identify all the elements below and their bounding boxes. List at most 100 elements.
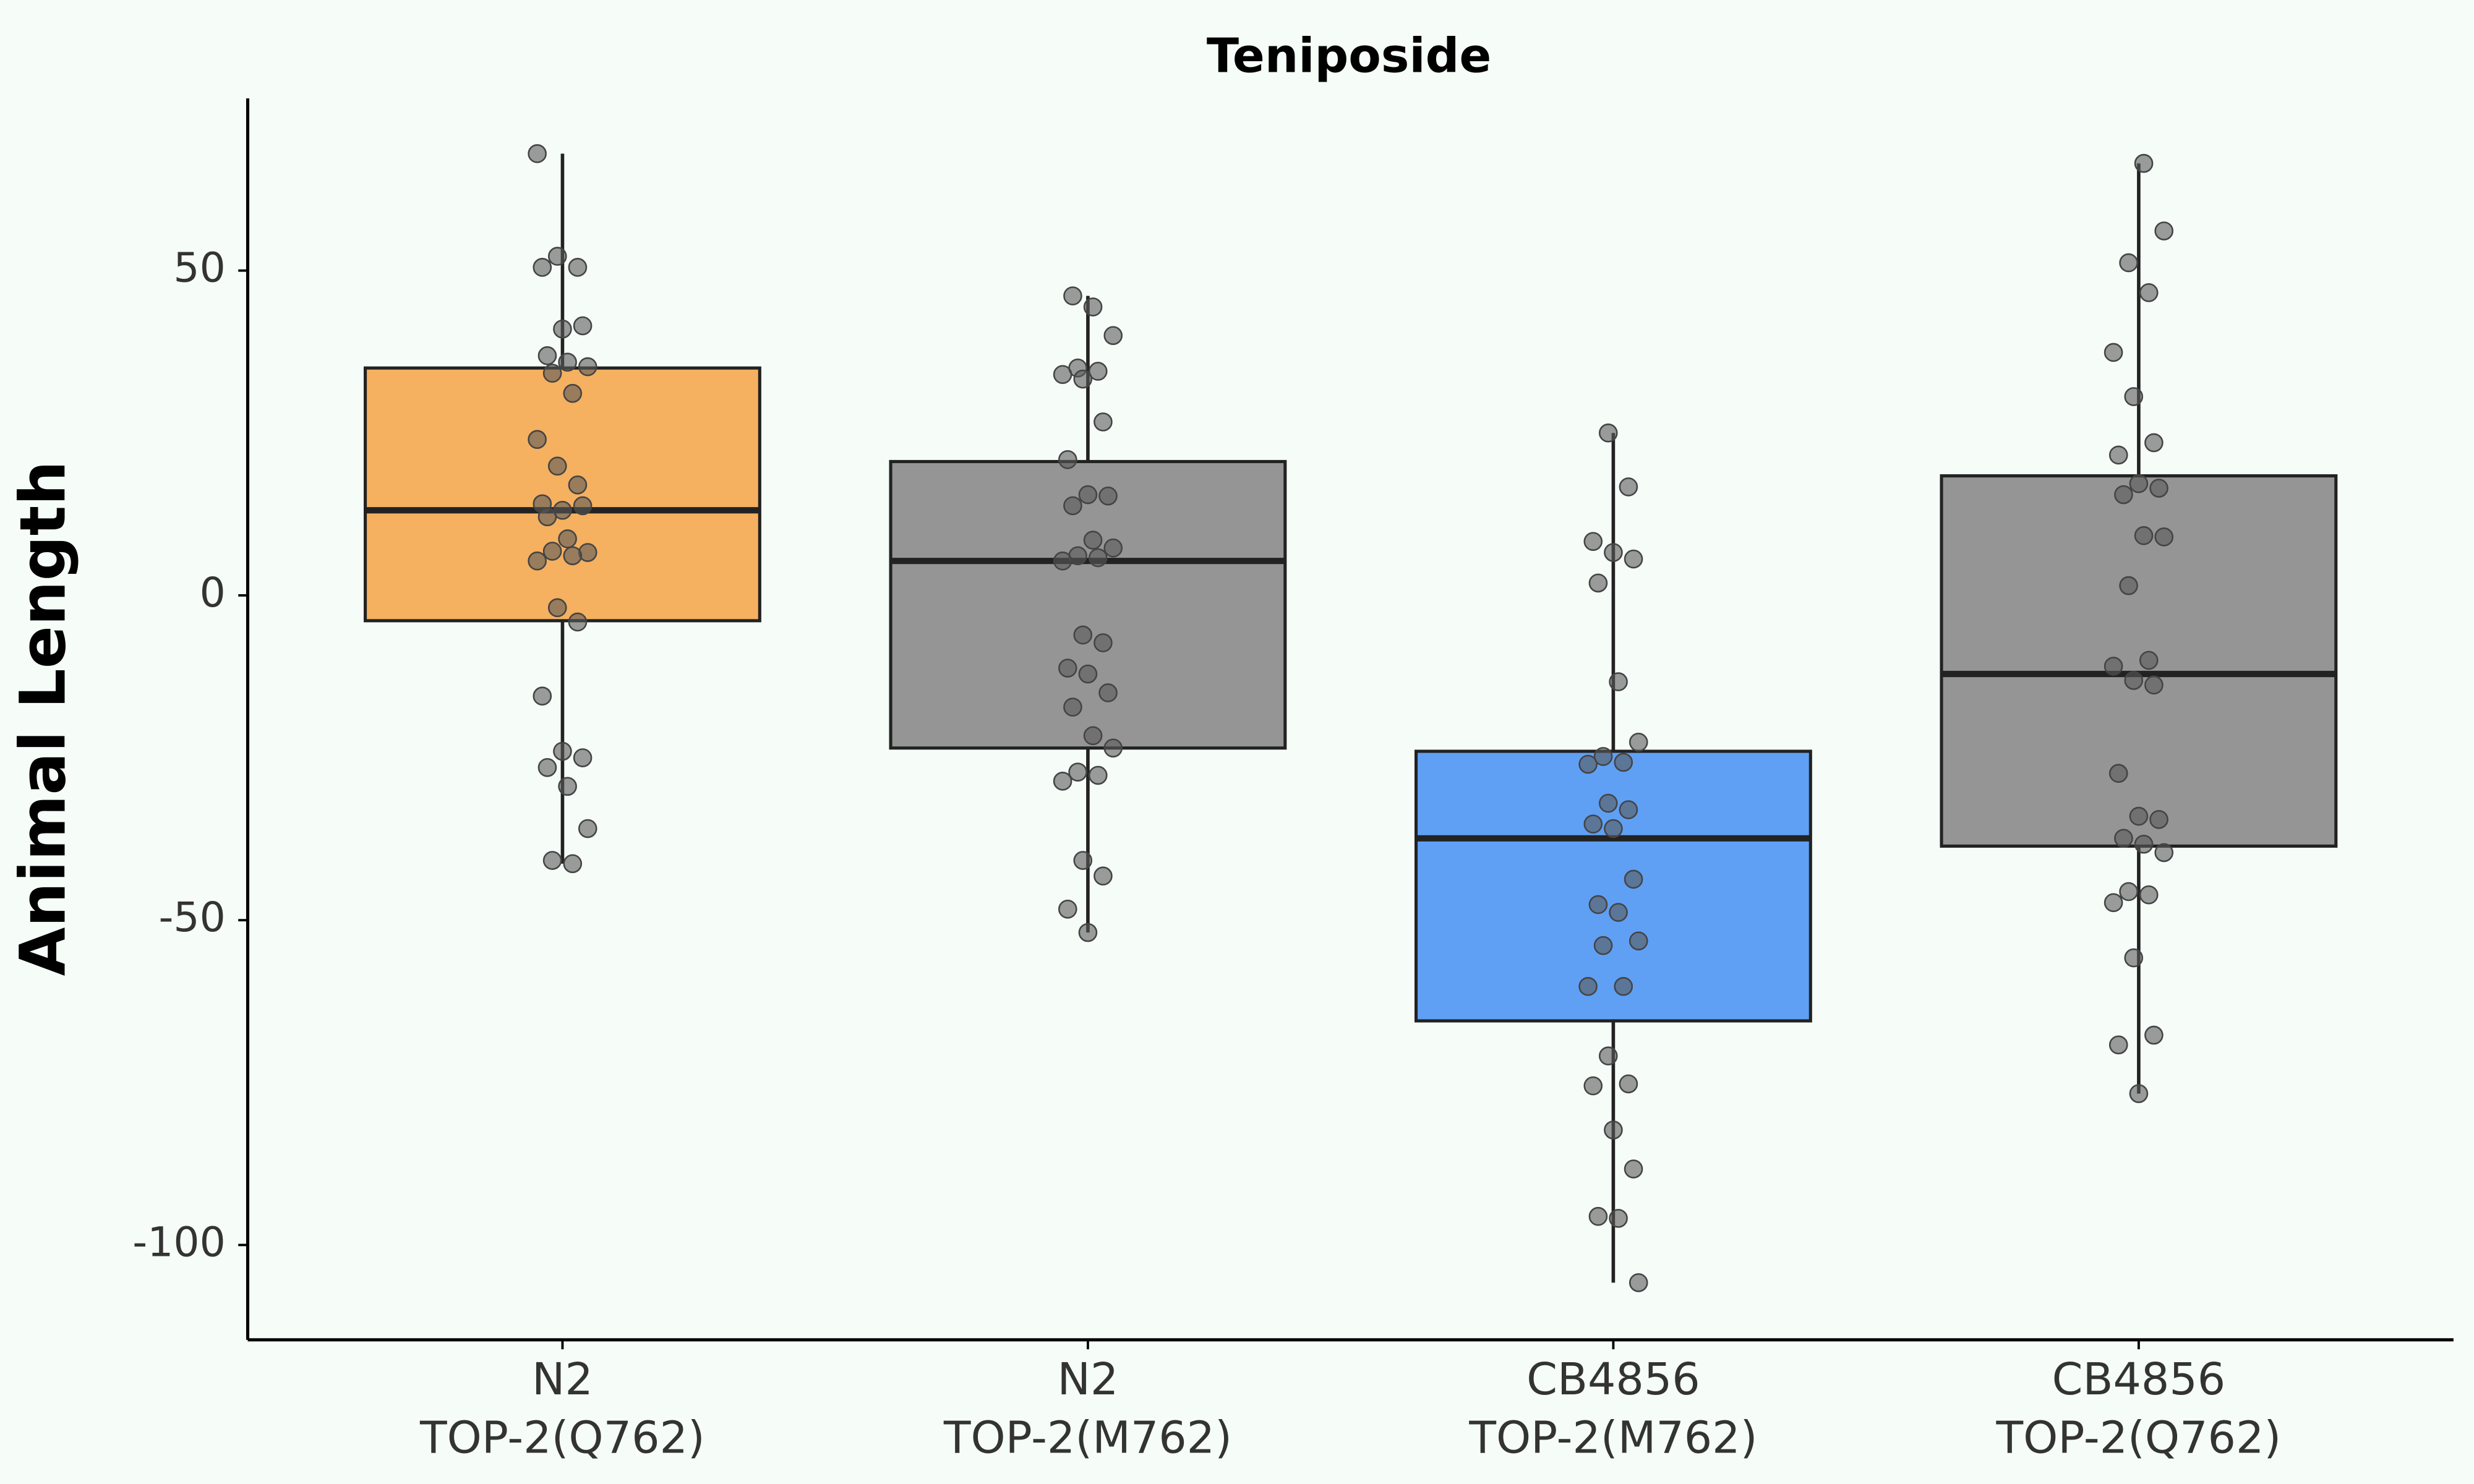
x-tick-label: TOP-2(Q762) [1996, 1412, 2282, 1464]
data-point [1629, 931, 1648, 951]
y-tick-label: -100 [132, 1218, 226, 1266]
data-point [1078, 485, 1098, 505]
data-point [568, 475, 588, 495]
data-point [558, 529, 577, 548]
data-point [2139, 650, 2159, 670]
data-point [542, 542, 562, 561]
data-point [1063, 286, 1082, 305]
x-tick-label: CB4856 [2052, 1354, 2226, 1405]
data-point [1083, 297, 1103, 317]
data-point [533, 258, 552, 277]
data-point [1598, 1046, 1618, 1066]
data-point [1063, 697, 1082, 717]
data-point [563, 854, 583, 874]
data-point [1088, 548, 1108, 568]
data-point [2129, 806, 2149, 826]
data-point [2134, 526, 2154, 545]
data-point [1619, 800, 1638, 819]
x-tick-label: TOP-2(M762) [1468, 1412, 1757, 1464]
x-tick-label: TOP-2(M762) [943, 1412, 1232, 1464]
x-tick-label: N2 [1057, 1354, 1118, 1405]
data-point [1583, 814, 1603, 834]
data-point [1593, 747, 1613, 766]
data-point [1094, 412, 1113, 432]
data-point [553, 319, 572, 339]
data-point [1103, 538, 1123, 558]
data-point [573, 748, 593, 767]
data-point [1058, 899, 1077, 919]
data-point [1103, 326, 1123, 345]
data-point [1609, 1209, 1628, 1228]
data-point [1094, 866, 1113, 886]
data-point [537, 757, 557, 777]
data-point [537, 507, 557, 527]
data-point [563, 383, 583, 403]
data-point [573, 316, 593, 336]
data-point [1088, 362, 1108, 381]
data-point [2144, 433, 2164, 453]
data-point [1578, 977, 1598, 996]
data-point [528, 551, 547, 571]
data-point [2124, 387, 2144, 406]
chart-title: Teniposide [1207, 28, 1491, 83]
data-point [2129, 1084, 2149, 1103]
data-point [1619, 1074, 1638, 1094]
data-point [1068, 762, 1087, 782]
data-point [1083, 726, 1103, 746]
box [364, 366, 761, 623]
data-point [2104, 657, 2123, 676]
data-point [2119, 882, 2138, 902]
x-tick-label: CB4856 [1526, 1354, 1700, 1405]
data-point [1609, 672, 1628, 691]
data-point [537, 346, 557, 365]
data-point [1598, 793, 1618, 813]
data-point [1078, 923, 1098, 942]
data-point [1614, 753, 1633, 772]
data-point [2154, 221, 2174, 241]
data-point [1609, 903, 1628, 922]
y-tick-label: 50 [173, 244, 225, 292]
data-point [558, 777, 577, 796]
data-point [2119, 576, 2138, 595]
data-point [547, 247, 567, 266]
data-point [1583, 532, 1603, 551]
data-point [1098, 683, 1118, 702]
data-point [2124, 671, 2144, 690]
data-point [2108, 1035, 2128, 1055]
data-point [553, 741, 572, 761]
data-point [1624, 1159, 1643, 1179]
data-point [2134, 153, 2154, 173]
data-point [533, 686, 552, 706]
data-point [1604, 543, 1623, 562]
data-point [2144, 1025, 2164, 1045]
data-point [1593, 936, 1613, 955]
data-point [1578, 754, 1598, 774]
data-point [2104, 893, 2123, 913]
data-point [1629, 1273, 1648, 1292]
data-point [2134, 834, 2154, 854]
data-point [2108, 764, 2128, 783]
y-tick-label: -50 [158, 893, 225, 941]
data-point [1098, 486, 1118, 506]
data-point [2104, 343, 2123, 362]
data-point [2114, 485, 2133, 505]
data-point [1073, 851, 1093, 870]
data-point [2144, 675, 2164, 695]
data-point [1058, 659, 1077, 678]
data-point [2149, 479, 2168, 498]
data-point [547, 456, 567, 476]
data-point [1053, 365, 1072, 384]
box [1414, 749, 1812, 1023]
data-point [1053, 772, 1072, 791]
data-point [547, 598, 567, 618]
data-point [568, 612, 588, 632]
data-point [542, 364, 562, 383]
data-point [1053, 551, 1072, 571]
y-tick-label: 0 [200, 568, 226, 616]
data-point [528, 144, 547, 163]
box [889, 459, 1287, 750]
data-point [2108, 445, 2128, 465]
data-point [1624, 869, 1643, 889]
data-point [2139, 885, 2159, 905]
